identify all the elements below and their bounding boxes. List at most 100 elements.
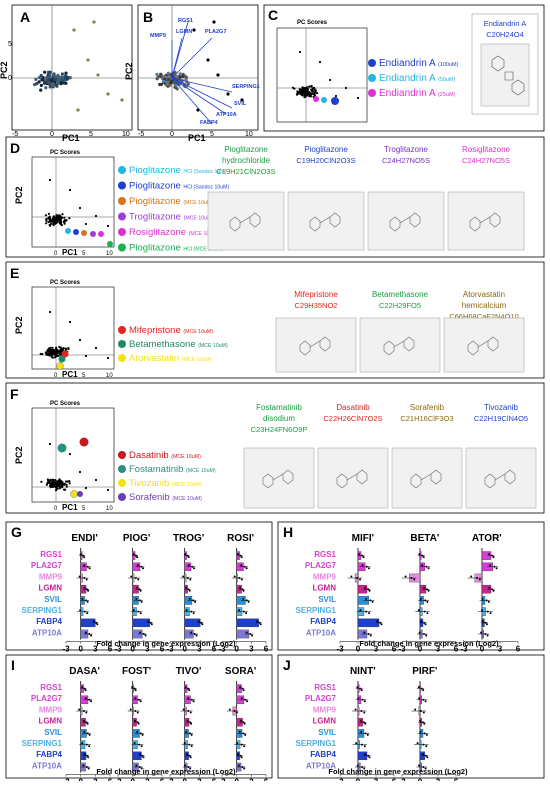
- bar-panel-xlabel: Fold change in gene expression (Log2): [359, 639, 499, 648]
- replicate-point: [484, 633, 487, 635]
- scatter-point: [49, 478, 52, 481]
- compound-name: Sorafenib: [410, 403, 445, 412]
- loading-vector: [171, 37, 213, 79]
- replicate-point: [419, 730, 422, 733]
- replicate-point: [241, 687, 244, 690]
- gene-label: ATP10A: [32, 761, 62, 770]
- gene-label: PLA2G7: [305, 694, 337, 703]
- x-tick-label: 3: [93, 645, 98, 654]
- panel-c-points: [291, 50, 360, 100]
- legend-marker: [118, 166, 126, 174]
- compound-structure-image: [207, 191, 285, 251]
- x-tick-label: -3: [166, 645, 174, 654]
- x-tick-label: -3: [336, 645, 344, 654]
- gene-label: RGS1: [314, 683, 336, 692]
- panel-c-point-25uM: [313, 96, 319, 102]
- replicate-point: [243, 745, 246, 748]
- replicate-point: [131, 686, 134, 689]
- scatter-point: [54, 83, 58, 87]
- replicate-point: [416, 742, 419, 745]
- replicate-point: [81, 686, 84, 689]
- loading-vector: [171, 77, 233, 109]
- loading-vector: [171, 77, 213, 125]
- replicate-point: [189, 756, 192, 759]
- legend-marker: [368, 59, 376, 67]
- scatter-point: [68, 76, 72, 80]
- x-tick-label: 3: [145, 778, 150, 781]
- replicate-point: [240, 556, 243, 559]
- compound-structure-image: [317, 447, 389, 509]
- scatter-point: [37, 80, 41, 84]
- replicate-point: [189, 578, 192, 581]
- legend-marker: [118, 212, 126, 221]
- scatter-point: [47, 348, 50, 351]
- replicate-point: [140, 565, 143, 568]
- replicate-point: [186, 687, 189, 690]
- replicate-point: [423, 722, 426, 725]
- replicate-point: [140, 600, 143, 603]
- replicate-point: [242, 610, 245, 613]
- replicate-point: [237, 764, 240, 767]
- replicate-point: [360, 743, 363, 746]
- replicate-point: [83, 730, 86, 733]
- compound-structure-icon: [410, 469, 442, 489]
- scatter-point: [54, 351, 58, 354]
- loading-vector-label: PLA2G7: [205, 29, 226, 35]
- scatter-point: [46, 482, 49, 485]
- panel-c-point-100uM: [331, 97, 339, 105]
- replicate-point: [417, 609, 420, 612]
- panel-a: A PC2 5 0 -5 0 5 10 PC1: [0, 4, 133, 143]
- replicate-point: [360, 719, 362, 722]
- replicate-point: [425, 634, 428, 637]
- scatter-point: [298, 91, 301, 94]
- panel-f-xtick-0: 0: [54, 506, 58, 512]
- replicate-point: [134, 554, 137, 557]
- compound-formula: C24H27NO5S: [462, 156, 510, 165]
- panel-d-point-2: [73, 229, 79, 235]
- x-tick-label: 0: [480, 645, 485, 654]
- legend-entry: Pioglitazone (MCE 10uM): [129, 196, 213, 207]
- compound-name: hemicalcium: [462, 301, 507, 310]
- panel-d-letter: D: [10, 140, 20, 156]
- replicate-point: [487, 600, 490, 603]
- scatter-point: [55, 487, 58, 490]
- panel-a-letter: A: [20, 9, 30, 25]
- replicate-point: [85, 743, 88, 746]
- replicate-point: [186, 753, 189, 756]
- replicate-point: [358, 553, 361, 556]
- scatter-point: [51, 481, 54, 484]
- replicate-point: [481, 609, 483, 612]
- scatter-point: [58, 483, 61, 486]
- replicate-point: [492, 589, 495, 592]
- replicate-point: [424, 700, 427, 703]
- scatter-point: [166, 71, 170, 75]
- bar-panel-frame: [277, 654, 545, 779]
- x-tick-label: -3: [336, 778, 344, 781]
- replicate-point: [88, 633, 91, 635]
- scatter-point: [56, 78, 61, 82]
- panel-d-title: PC Scores: [50, 150, 81, 156]
- x-tick-label: 6: [516, 645, 521, 654]
- scatter-point: [61, 481, 64, 484]
- replicate-point: [236, 742, 239, 745]
- replicate-point: [81, 742, 84, 745]
- replicate-point: [142, 633, 145, 635]
- x-tick-label: -3: [218, 778, 226, 781]
- replicate-point: [492, 556, 495, 559]
- panel-f-pc1-label: PC1: [62, 503, 78, 512]
- replicate-point: [243, 767, 246, 770]
- panel-e-xtick-5: 5: [82, 373, 86, 379]
- replicate-point: [192, 700, 195, 703]
- replicate-point: [136, 586, 139, 589]
- compound-formula: C66H68CaF2N4O10: [449, 312, 519, 321]
- replicate-point: [188, 689, 191, 692]
- replicate-point: [362, 721, 365, 724]
- replicate-point: [188, 732, 191, 735]
- scatter-point: [68, 452, 72, 456]
- scatter-point: [55, 74, 59, 78]
- legend-entry: Atorvastatin (MCE 10uM): [129, 353, 212, 364]
- scatter-point: [53, 353, 56, 356]
- series-label: TROG': [173, 533, 204, 544]
- compound-structure-icon: [484, 469, 516, 489]
- x-tick-label: 3: [197, 778, 202, 781]
